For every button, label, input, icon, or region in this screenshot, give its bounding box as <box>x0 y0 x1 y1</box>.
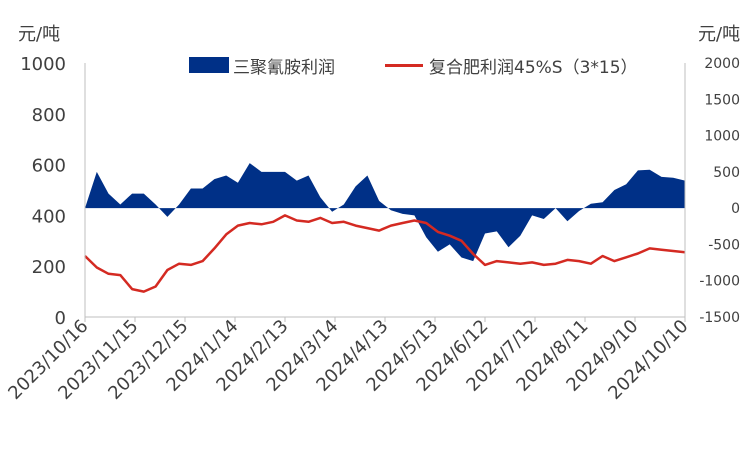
left-tick-label: 800 <box>32 105 66 126</box>
legend-label-melamine-profit: 三聚氰胺利润 <box>233 57 335 78</box>
legend-label-compound-fertilizer-profit: 复合肥利润45%S（3*15） <box>429 57 638 78</box>
right-tick-label: -1000 <box>699 274 740 290</box>
right-tick-label: 1000 <box>704 129 740 145</box>
right-axis-unit: 元/吨 <box>698 24 741 45</box>
left-tick-label: 400 <box>32 206 66 227</box>
right-tick-label: -500 <box>708 237 740 253</box>
right-tick-label: -1500 <box>699 310 740 326</box>
legend-swatch-line <box>385 63 423 67</box>
right-tick-label: 1500 <box>704 92 740 108</box>
series-area-melamine-profit <box>85 163 685 262</box>
left-tick-label: 1000 <box>20 54 66 75</box>
legend-item-melamine-profit: 三聚氰胺利润 <box>189 53 335 78</box>
right-tick-label: 0 <box>731 201 740 217</box>
left-axis-unit: 元/吨 <box>18 24 61 45</box>
right-tick-label: 500 <box>713 165 740 181</box>
legend-swatch-area <box>189 57 229 73</box>
left-tick-label: 600 <box>32 156 66 177</box>
legend-item-compound-fertilizer-profit: 复合肥利润45%S（3*15） <box>385 53 638 78</box>
left-tick-label: 0 <box>55 308 66 329</box>
right-tick-label: 2000 <box>704 56 740 72</box>
series-line-compound-fertilizer-profit <box>84 214 686 293</box>
left-tick-label: 200 <box>32 257 66 278</box>
